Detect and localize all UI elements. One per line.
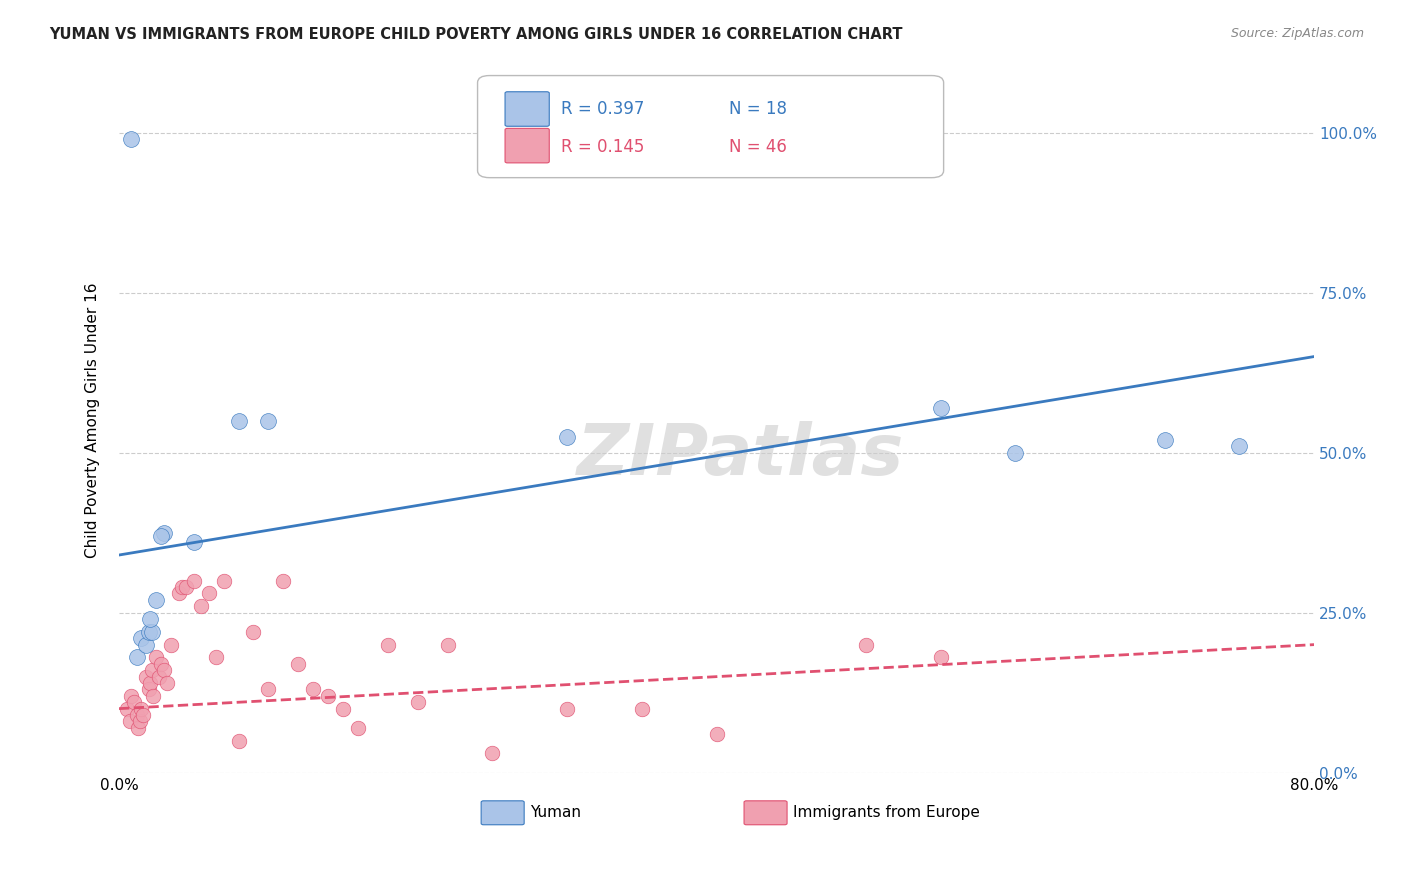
Point xyxy=(1153,433,1175,447)
Point xyxy=(316,689,339,703)
Point xyxy=(125,708,148,723)
FancyBboxPatch shape xyxy=(481,801,524,825)
Point xyxy=(148,670,170,684)
Point xyxy=(436,638,458,652)
Point xyxy=(706,727,728,741)
Point xyxy=(142,689,165,703)
Text: ZIPatlas: ZIPatlas xyxy=(576,421,904,491)
Point xyxy=(115,701,138,715)
Point xyxy=(167,586,190,600)
Point xyxy=(1229,439,1251,453)
Point xyxy=(139,612,162,626)
Point xyxy=(183,574,205,588)
Point xyxy=(242,624,264,639)
Point xyxy=(118,714,141,729)
Point xyxy=(131,632,153,646)
Point xyxy=(377,638,399,652)
Point xyxy=(160,638,183,652)
Point xyxy=(347,721,370,735)
Point xyxy=(481,747,503,761)
Point xyxy=(1004,445,1026,459)
Point xyxy=(228,733,250,747)
Point xyxy=(139,676,162,690)
FancyBboxPatch shape xyxy=(505,92,550,127)
Point xyxy=(141,624,163,639)
Point xyxy=(332,701,354,715)
Point xyxy=(141,663,163,677)
Point xyxy=(135,638,157,652)
Point xyxy=(135,670,157,684)
Point xyxy=(145,592,167,607)
Point xyxy=(132,708,155,723)
Point xyxy=(120,132,142,146)
Point xyxy=(183,535,205,549)
Point xyxy=(153,525,176,540)
Point xyxy=(120,689,142,703)
Text: YUMAN VS IMMIGRANTS FROM EUROPE CHILD POVERTY AMONG GIRLS UNDER 16 CORRELATION C: YUMAN VS IMMIGRANTS FROM EUROPE CHILD PO… xyxy=(49,27,903,42)
Point xyxy=(156,676,179,690)
Point xyxy=(406,695,429,709)
FancyBboxPatch shape xyxy=(744,801,787,825)
Point xyxy=(170,580,193,594)
Text: Immigrants from Europe: Immigrants from Europe xyxy=(793,805,980,821)
Point xyxy=(228,414,250,428)
Text: R = 0.145: R = 0.145 xyxy=(561,138,644,156)
Text: Source: ZipAtlas.com: Source: ZipAtlas.com xyxy=(1230,27,1364,40)
Point xyxy=(929,401,952,415)
Point xyxy=(190,599,212,614)
Point xyxy=(129,714,152,729)
Point xyxy=(257,682,280,697)
Text: R = 0.397: R = 0.397 xyxy=(561,101,644,119)
Point xyxy=(138,624,160,639)
FancyBboxPatch shape xyxy=(505,128,550,163)
Point xyxy=(631,701,654,715)
Point xyxy=(122,695,145,709)
Point xyxy=(197,586,219,600)
Point xyxy=(131,701,153,715)
Point xyxy=(149,657,172,671)
Point xyxy=(555,701,578,715)
Point xyxy=(929,650,952,665)
FancyBboxPatch shape xyxy=(478,76,943,178)
Point xyxy=(273,574,295,588)
Point xyxy=(145,650,167,665)
Point xyxy=(138,682,160,697)
Point xyxy=(855,638,877,652)
Text: Yuman: Yuman xyxy=(530,805,581,821)
Point xyxy=(555,429,578,443)
Point xyxy=(174,580,197,594)
Point xyxy=(127,721,149,735)
Point xyxy=(212,574,235,588)
Point xyxy=(153,663,176,677)
Text: N = 46: N = 46 xyxy=(728,138,786,156)
Point xyxy=(302,682,325,697)
Point xyxy=(205,650,228,665)
Point xyxy=(149,529,172,543)
Point xyxy=(257,414,280,428)
Point xyxy=(125,650,148,665)
Text: N = 18: N = 18 xyxy=(728,101,786,119)
Y-axis label: Child Poverty Among Girls Under 16: Child Poverty Among Girls Under 16 xyxy=(86,283,100,558)
Point xyxy=(287,657,309,671)
